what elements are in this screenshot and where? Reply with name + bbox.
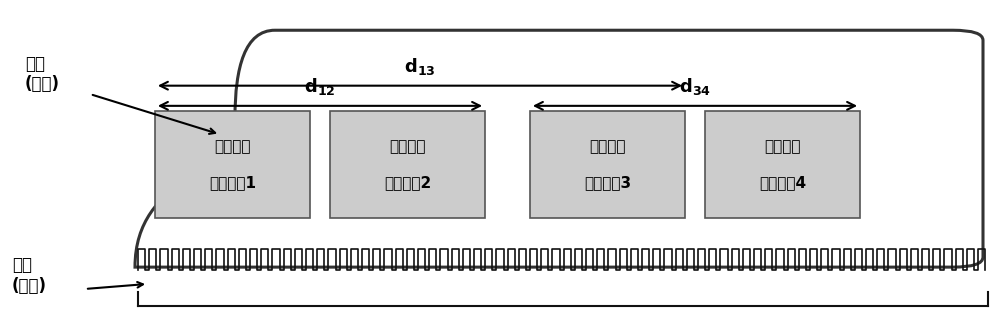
Text: 轨道
(次级): 轨道 (次级)	[12, 256, 47, 295]
Text: 初级永磁: 初级永磁	[389, 139, 426, 154]
Text: 直线电机4: 直线电机4	[759, 176, 806, 191]
Text: 初级永磁: 初级永磁	[764, 139, 801, 154]
Bar	[330, 111, 485, 218]
PathPatch shape	[135, 30, 983, 267]
Text: 直线电机2: 直线电机2	[384, 176, 431, 191]
Bar	[530, 111, 685, 218]
Bar	[155, 111, 310, 218]
Text: 车厂
(初级): 车厂 (初级)	[25, 54, 60, 93]
Text: $\mathbf{d}$$_{\mathbf{12}}$: $\mathbf{d}$$_{\mathbf{12}}$	[304, 76, 336, 97]
Bar	[705, 111, 860, 218]
Text: 直线电机1: 直线电机1	[209, 176, 256, 191]
Text: $\mathbf{d}$$_{\mathbf{13}}$: $\mathbf{d}$$_{\mathbf{13}}$	[404, 56, 436, 77]
Text: $\mathbf{d}$$_{\mathbf{34}}$: $\mathbf{d}$$_{\mathbf{34}}$	[679, 76, 711, 97]
Text: 初级永磁: 初级永磁	[589, 139, 626, 154]
Text: 直线电机3: 直线电机3	[584, 176, 631, 191]
Text: 初级永磁: 初级永磁	[214, 139, 251, 154]
